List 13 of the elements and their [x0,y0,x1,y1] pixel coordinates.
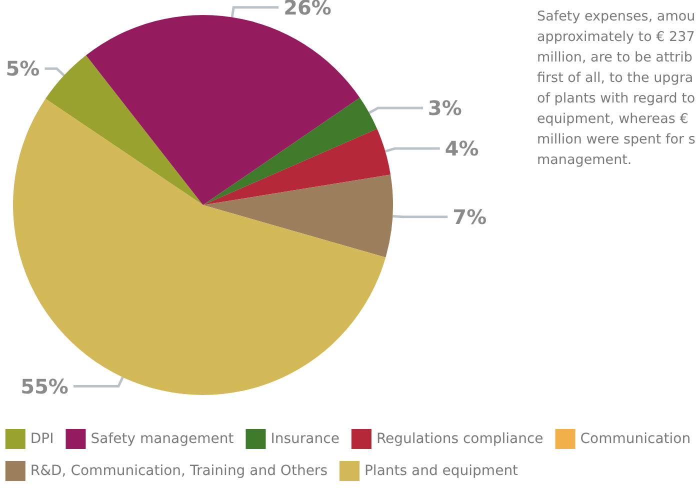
data-label: 4% [444,136,479,161]
data-label: 55% [20,374,68,398]
legend-label: R&D, Communication, Training and Others [30,463,328,479]
data-label: 7% [452,204,487,229]
legend-label: Regulations compliance [376,431,544,447]
legend-label: Insurance [270,431,340,447]
legend-label: Communication [580,431,691,447]
legend-label: Plants and equipment [364,463,519,479]
legend-label: DPI [30,431,54,447]
data-label: 5% [6,56,40,81]
text: Safety expenses, amou approximately to € 237 million, are to be attrib first of all, to the upgra of plants with regard to equipment, whereas € million were spent for s management. [537,8,696,168]
data-label: 3% [428,96,462,120]
legend-label: Safety management [90,431,234,447]
